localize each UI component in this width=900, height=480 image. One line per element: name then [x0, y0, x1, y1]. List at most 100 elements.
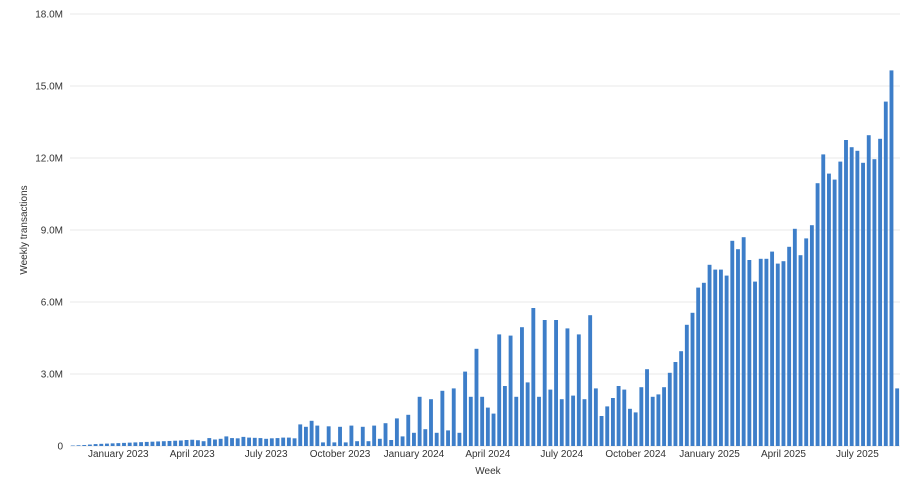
bar	[412, 432, 416, 446]
bar	[434, 432, 439, 446]
bar	[406, 414, 411, 446]
x-tick-label: April 2023	[170, 449, 215, 460]
bar	[491, 413, 496, 446]
bar	[667, 372, 672, 446]
bar	[645, 369, 649, 446]
bar	[258, 438, 263, 446]
bar	[821, 154, 826, 446]
bar	[451, 388, 456, 446]
bar	[662, 387, 667, 446]
bar	[747, 260, 752, 446]
bar	[309, 420, 314, 446]
bar	[730, 240, 735, 446]
bar	[650, 396, 655, 446]
bar	[883, 101, 888, 446]
x-tick-label: April 2024	[465, 449, 510, 460]
bar	[753, 281, 757, 446]
bar	[588, 315, 593, 446]
bar	[377, 438, 382, 446]
bar	[582, 399, 587, 446]
bar	[736, 249, 740, 446]
bar	[787, 246, 792, 446]
bar	[303, 426, 308, 446]
y-tick-label: 9.0M	[41, 226, 63, 237]
bar	[190, 439, 195, 446]
x-tick-label: July 2023	[245, 449, 288, 460]
bar	[690, 312, 695, 446]
bar	[775, 263, 780, 446]
bar	[201, 441, 206, 446]
bar	[178, 440, 183, 446]
bar	[224, 436, 229, 446]
bar	[792, 228, 797, 446]
bar	[889, 70, 894, 447]
grid-lines	[70, 13, 900, 447]
bar	[76, 445, 81, 446]
bar	[292, 438, 297, 446]
bar	[349, 425, 354, 446]
bar	[116, 443, 121, 446]
bar	[133, 442, 138, 446]
bar	[576, 334, 581, 446]
bar	[429, 399, 433, 446]
bar	[82, 445, 87, 446]
bar	[338, 426, 342, 446]
bar	[849, 147, 854, 446]
bar	[485, 407, 490, 446]
y-tick-label: 0	[57, 442, 63, 453]
bar	[127, 442, 132, 446]
bar	[446, 430, 450, 446]
bar	[93, 444, 98, 446]
bar	[525, 382, 530, 446]
x-tick-label: April 2025	[761, 449, 806, 460]
bar	[463, 371, 468, 446]
bar	[110, 443, 115, 446]
bar	[838, 161, 843, 446]
bar	[554, 320, 558, 446]
bar	[855, 150, 860, 447]
bar	[87, 444, 92, 446]
bar	[610, 398, 615, 446]
x-tick-label: July 2025	[836, 449, 879, 460]
bar	[298, 424, 303, 446]
bar	[844, 140, 848, 446]
bar	[628, 408, 632, 446]
bar	[679, 351, 684, 446]
bar	[718, 269, 723, 446]
bar	[161, 441, 166, 446]
bar	[389, 440, 394, 446]
bars	[70, 70, 900, 447]
bar	[571, 395, 576, 446]
bar	[764, 258, 769, 446]
bar	[480, 396, 485, 446]
y-tick-label: 3.0M	[41, 370, 63, 381]
bar	[264, 438, 269, 446]
y-axis-ticks: 0 3.0M 6.0M 9.0M 12.0M 15.0M 18.0M	[35, 10, 63, 453]
bar	[770, 251, 775, 446]
bar	[286, 437, 291, 446]
x-axis-title: Week	[475, 466, 501, 477]
bar	[633, 412, 638, 446]
bar	[684, 324, 689, 446]
bar	[724, 275, 729, 446]
bar	[861, 162, 865, 447]
bar	[332, 442, 337, 446]
bar	[184, 440, 189, 446]
bar	[417, 396, 422, 446]
bar	[468, 396, 473, 446]
bar	[372, 425, 377, 446]
bar	[241, 436, 246, 446]
bar	[315, 425, 320, 446]
bar	[673, 362, 678, 446]
bar	[622, 389, 627, 446]
bar	[173, 440, 178, 446]
bar	[639, 387, 644, 446]
bar	[252, 437, 257, 446]
bar	[457, 432, 462, 446]
bar	[741, 237, 746, 446]
bar	[218, 438, 223, 446]
x-axis-ticks: January 2023 April 2023 July 2023 October 2…	[88, 449, 879, 460]
bar	[593, 388, 598, 446]
bar	[230, 438, 234, 446]
